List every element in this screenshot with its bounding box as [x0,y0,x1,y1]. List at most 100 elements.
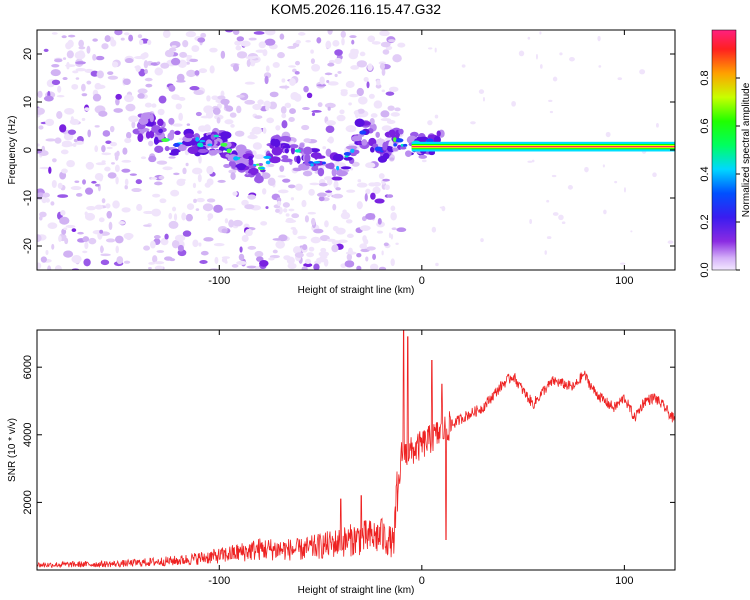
spectrogram-blob [154,265,164,270]
spectrogram-blob [81,93,88,97]
spectrogram-blob [318,196,325,202]
spectrogram-blob [378,266,387,270]
spectrogram-blob [380,110,390,118]
spectrogram-blob [121,168,131,173]
spectrogram-blob [281,113,287,119]
spectrogram-blob [221,228,228,234]
spectrogram-blob [236,260,247,265]
spectrogram-blob [145,83,153,88]
spectrogram-blob [480,238,484,243]
spectrogram-blob [92,53,97,61]
spectrogram-blob [294,71,300,75]
spectrogram-blob [51,179,57,189]
spectrogram-core [380,150,384,153]
spectrogram-blob [318,251,330,257]
spectrogram-ridge-blob [357,141,362,145]
spectrogram-blob [311,64,321,72]
spectrogram-blob [268,257,275,261]
spectrogram-blob [247,134,258,140]
spectrogram-blob [100,259,110,266]
spectrogram-blob [105,140,112,144]
spectrogram-blob [362,235,367,243]
spectrogram-blob [225,105,234,112]
spectrogram-blob [179,51,188,58]
spectrogram-blob [326,79,330,83]
spectrogram-blob [120,37,125,41]
spectrogram-blob [264,30,276,36]
spectrogram-blob [373,100,383,109]
spectrogram-blob [162,30,171,39]
spectrogram-blob [216,117,221,124]
spectrogram-blob [189,58,199,63]
spectrogram-blob [84,212,96,221]
spectrogram-ridge-blob [149,130,155,139]
spectrogram-ridge-blob [405,150,412,157]
spectrogram-ridge-blob [428,150,436,156]
spectrogram-blob [293,93,302,102]
colorbar-label: Normalized spectral amplitude [741,82,750,217]
spectrogram-ridge-blob [314,151,319,160]
spectrogram-blob [331,244,339,253]
spectrogram-ridge-blob [317,167,325,177]
spectrogram-blob [232,219,243,227]
spectrogram-blob [240,40,251,47]
spectrogram-blob [143,245,151,251]
spectrogram-blob [224,119,234,125]
spectrogram-blob [125,103,136,112]
spectrogram-blob [252,103,262,111]
spectrogram-blob [332,203,337,211]
spectrogram-blob [176,73,185,82]
spectrogram-blob [356,60,368,68]
spectrogram-blob [347,247,353,255]
spectrogram-blob [174,96,185,101]
spectrogram-blob [342,209,347,214]
spectrogram-blob [288,184,296,189]
spectrogram-ridge-blob [331,168,337,177]
spectrogram-blob [75,77,80,80]
spectrogram-blob [269,91,279,98]
spectrogram-blob [295,183,303,191]
spectrogram-blob [131,188,142,193]
spectrogram-blob [268,101,278,110]
spectrogram-blob [289,108,296,115]
spectrogram-blob [236,51,248,59]
spectrogram-blob [546,199,550,203]
spectrogram-blob [154,181,163,186]
spectrogram-blob [328,59,336,64]
spectrogram-blob [45,249,49,256]
spectrogram-blob [363,77,369,82]
spectrogram-core [233,156,239,161]
spectrogram-core [252,163,257,167]
spectrogram-core [374,146,383,152]
spectrogram-blob [302,170,313,177]
spectrogram-blob [319,76,325,85]
spectrogram-blob [82,236,90,242]
spectrogram-ridge-blob [210,150,223,154]
spectrogram-blob [171,45,177,48]
spectrogram-blob [109,125,115,133]
spectrogram-blob [122,78,131,85]
spectrogram-core [294,149,302,153]
spectrogram-blob [548,99,553,103]
spectrogram-blob [224,218,229,224]
spectrogram-blob [62,76,68,81]
spectrogram-blob [51,79,61,86]
spectrogram-blob [267,163,275,168]
spectrogram-ridge-blob [370,146,375,153]
spectrogram-blob [214,256,219,265]
spectrogram-core [359,130,367,135]
spectrogram-blob [236,36,245,42]
spectrogram-blob [121,159,132,163]
spectrogram-blob [391,227,397,231]
spectrogram-blob [137,88,148,94]
spectrogram-blob [345,125,357,133]
spectrogram-blob [94,204,104,210]
spectrogram-blob [173,213,178,221]
spectrogram-ridge-blob [282,145,291,149]
spectrogram-blob [153,235,161,239]
spectrogram-blob [102,130,111,137]
spectrogram-blob [356,87,364,97]
spectrogram-blob [294,252,304,258]
spectrogram-blob [115,245,119,254]
